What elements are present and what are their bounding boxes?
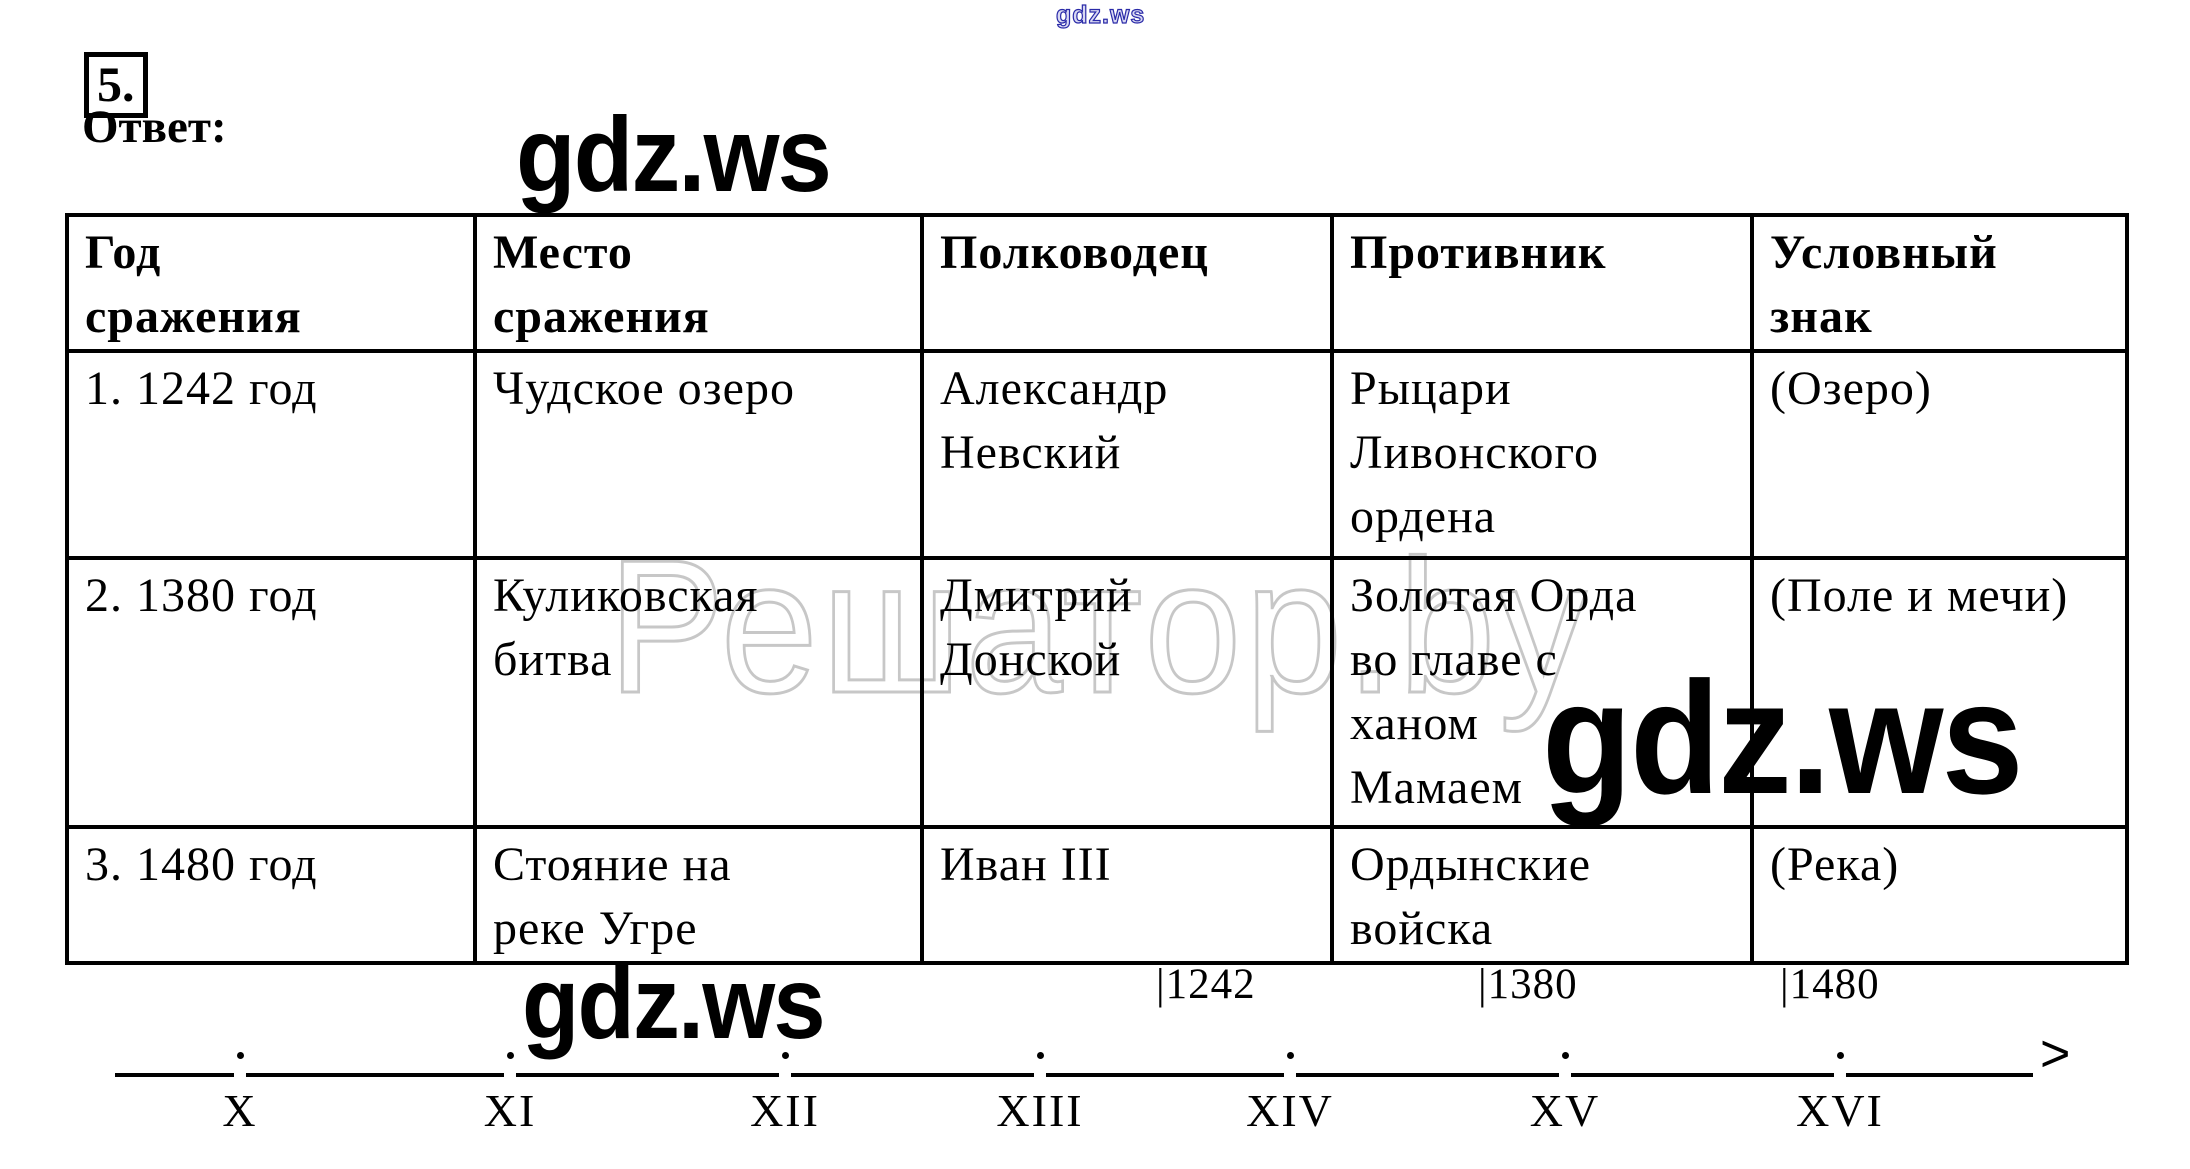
timeline-year-1380: |1380 [1478, 961, 1578, 1008]
timeline-century-label: XVI [1796, 1085, 1884, 1136]
header-commander: Полководец [920, 213, 1334, 353]
battles-table-wrapper: Год сражения Место сражения Полководец П… [65, 213, 2129, 965]
cell-opponent: Рыцари Ливонского ордена [1330, 349, 1754, 560]
cell-place: Куликовская битва [473, 556, 924, 829]
timeline-tick-dot [237, 1052, 244, 1059]
cell-symbol: (Река) [1750, 825, 2129, 965]
header-battle-place: Место сражения [473, 213, 924, 353]
micro-watermark: gdz.ws [1055, 0, 1146, 29]
timeline-century-label: X [222, 1085, 258, 1136]
timeline-tick-dot [1037, 1052, 1044, 1059]
timeline-tick-dot [782, 1052, 789, 1059]
cell-year: 2. 1380 год [65, 556, 477, 829]
watermark-gdzws-middle: gdz.ws [1542, 648, 2023, 827]
timeline-century-label: XV [1529, 1085, 1601, 1136]
timeline-century-label: XIV [1246, 1085, 1334, 1136]
cell-symbol: (Озеро) [1750, 349, 2129, 560]
timeline-axis [115, 1073, 2033, 1077]
timeline-tick-gap [504, 1071, 516, 1079]
timeline-year-1480: |1480 [1780, 961, 1880, 1008]
timeline-year-1242: |1242 [1156, 961, 1256, 1008]
battles-table: Год сражения Место сражения Полководец П… [65, 213, 2129, 965]
cell-year: 1. 1242 год [65, 349, 477, 560]
cell-year: 3. 1480 год [65, 825, 477, 965]
timeline-tick-gap [1034, 1071, 1046, 1079]
timeline-tick-gap [779, 1071, 791, 1079]
watermark-gdzws-top: gdz.ws [516, 96, 832, 214]
cell-place: Чудское озеро [473, 349, 924, 560]
timeline-century-label: XI [483, 1085, 537, 1136]
cell-commander: Дмитрий Донской [920, 556, 1334, 829]
table-row: 3. 1480 год Стояние на реке Угре Иван II… [65, 825, 2129, 965]
timeline-tick-dot [1837, 1052, 1844, 1059]
timeline-tick-dot [1562, 1052, 1569, 1059]
header-symbol: Условный знак [1750, 213, 2129, 353]
table-row: 1. 1242 год Чудское озеро Александр Невс… [65, 349, 2129, 560]
timeline-tick-dot [507, 1052, 514, 1059]
timeline-century-label: XIII [996, 1085, 1084, 1136]
cell-commander: Александр Невский [920, 349, 1334, 560]
timeline-arrow-icon: > [2040, 1025, 2071, 1083]
header-battle-year: Год сражения [65, 213, 477, 353]
timeline-tick-gap [234, 1071, 246, 1079]
timeline-tick-gap [1834, 1071, 1846, 1079]
cell-opponent: Ордынские войска [1330, 825, 1754, 965]
answer-label: Ответ: [82, 101, 227, 153]
cell-place: Стояние на реке Угре [473, 825, 924, 965]
header-opponent: Противник [1330, 213, 1754, 353]
timeline-tick-gap [1559, 1071, 1571, 1079]
table-header-row: Год сражения Место сражения Полководец П… [65, 213, 2129, 353]
timeline-tick-gap [1284, 1071, 1296, 1079]
timeline-century-label: XII [750, 1085, 820, 1136]
question-number-box: 5. [84, 52, 148, 118]
cell-commander: Иван III [920, 825, 1334, 965]
timeline-tick-dot [1287, 1052, 1294, 1059]
table-row: 2. 1380 год Куликовская битва Дмитрий До… [65, 556, 2129, 829]
cell-symbol: (Поле и мечи) [1750, 556, 2129, 829]
watermark-gdzws-bottom: gdz.ws [522, 946, 826, 1060]
cell-opponent: Золотая Орда во главе с ханом Мамаем [1330, 556, 1754, 829]
question-number: 5. [97, 56, 135, 112]
